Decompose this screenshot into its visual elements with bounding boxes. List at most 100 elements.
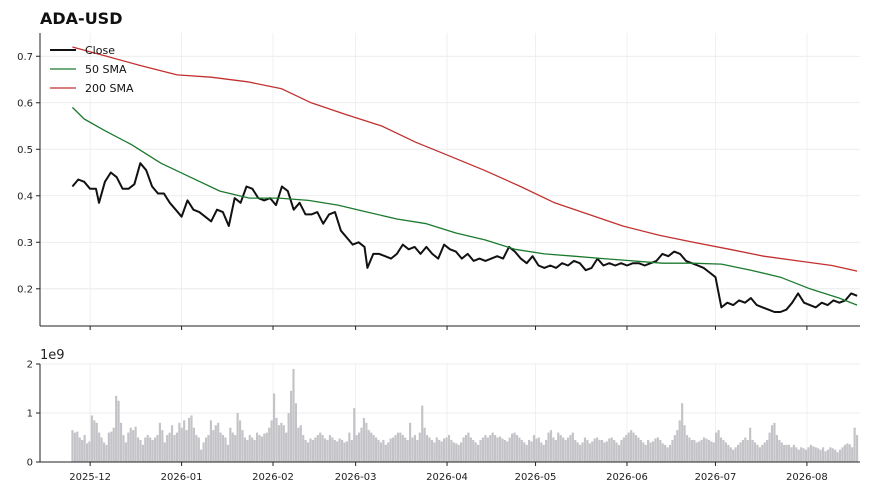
volume-bar — [615, 442, 618, 462]
volume-bar — [685, 435, 689, 462]
axes — [39, 33, 860, 463]
volume-bar — [588, 443, 591, 462]
chart-title: ADA-USD — [40, 9, 122, 28]
volume-bar — [370, 432, 373, 462]
volume-bar — [481, 437, 485, 462]
volume-bar — [630, 430, 633, 462]
volume-bar — [542, 444, 545, 462]
volume-bar — [139, 439, 142, 462]
volume-bar — [780, 442, 783, 462]
volume-bar — [71, 430, 74, 462]
volume-bar — [248, 435, 251, 462]
volume-bar — [163, 442, 166, 462]
volume-bar — [700, 439, 703, 462]
volume-bar — [724, 442, 727, 462]
volume-bar — [739, 442, 742, 462]
volume-bar — [564, 439, 567, 462]
volume-bar — [702, 437, 706, 462]
volume-bar — [569, 435, 572, 462]
x-tick-label: 2025-12 — [69, 472, 111, 483]
volume-bar — [639, 439, 642, 462]
volume-bar — [535, 438, 538, 462]
volume-bar — [209, 420, 212, 462]
volume-bar — [688, 437, 691, 462]
volume-bar — [234, 435, 237, 462]
volume-bar — [581, 442, 584, 462]
volume-bar — [333, 439, 336, 462]
volume-bar — [457, 444, 460, 462]
volume-bar — [741, 439, 744, 462]
volume-bar — [345, 441, 349, 462]
volume-bar — [622, 437, 625, 462]
volume-bar — [180, 427, 183, 462]
volume-bar — [843, 444, 846, 462]
volume-bar — [513, 432, 516, 462]
volume-bar — [105, 444, 108, 462]
volume-bar — [166, 435, 169, 462]
volume-bar — [734, 447, 737, 462]
volume-bar — [100, 437, 103, 462]
volume-bar — [766, 439, 769, 462]
volume-bar — [668, 444, 672, 462]
volume-bar — [834, 449, 837, 462]
volume-bar — [632, 432, 635, 462]
volume-bar — [316, 435, 319, 462]
volume-bar — [814, 447, 817, 462]
volume-bar — [647, 439, 650, 462]
volume-bar — [649, 442, 652, 462]
volume-bar — [367, 430, 370, 462]
price-y-tick-label: 0.6 — [17, 98, 33, 109]
volume-bar — [348, 432, 351, 462]
volume-bar — [800, 447, 803, 462]
volume-bar — [744, 437, 747, 462]
volume-bar — [574, 439, 577, 462]
volume-bar — [855, 435, 859, 462]
volume-bar — [268, 427, 271, 462]
volume-bar — [270, 420, 273, 462]
volume-bar — [304, 439, 307, 462]
volume-bar — [231, 432, 234, 462]
volume-bar — [644, 444, 647, 462]
volume-bar — [124, 442, 127, 462]
volume-bar — [819, 449, 822, 462]
volume-bar — [365, 422, 368, 462]
volume-y-tick-label: 0 — [27, 458, 33, 469]
volume-bar — [90, 415, 93, 462]
volume-bar — [717, 430, 720, 462]
price-y-tick-label: 0.3 — [17, 238, 33, 249]
volume-bar — [292, 368, 295, 462]
volume-bar — [357, 432, 361, 462]
volume-bar — [258, 435, 261, 462]
volume-bar — [192, 427, 195, 462]
volume-bar — [452, 442, 455, 462]
volume-bar — [423, 427, 426, 462]
volume-y-tick-label: 1 — [27, 409, 33, 420]
volume-bar — [185, 430, 188, 462]
volume-bar — [360, 427, 363, 462]
volume-bar — [144, 437, 147, 462]
volume-bar — [474, 442, 477, 462]
volume-bar — [426, 435, 429, 462]
volume-bar — [440, 441, 443, 462]
volume-bar — [698, 441, 701, 462]
volume-bar — [433, 442, 436, 462]
volume-bar — [326, 439, 329, 462]
volume-bar — [479, 439, 482, 462]
volume-bar — [421, 405, 424, 462]
volume-bar — [673, 435, 676, 462]
volume-bar — [224, 437, 227, 462]
volume-bar — [328, 435, 332, 462]
volume-bar — [758, 447, 761, 462]
volume-bar — [571, 432, 574, 462]
volume-bar — [132, 430, 135, 462]
volume-bar — [520, 439, 523, 462]
volume-bar — [719, 437, 723, 462]
volume-bar — [183, 420, 186, 462]
volume-bar — [515, 435, 519, 462]
volume-bar — [732, 449, 735, 462]
volume-bar — [221, 435, 225, 462]
volume-bar — [707, 439, 710, 462]
volume-bar — [372, 435, 375, 462]
volume-bar — [678, 420, 681, 462]
volume-bar — [136, 437, 140, 462]
